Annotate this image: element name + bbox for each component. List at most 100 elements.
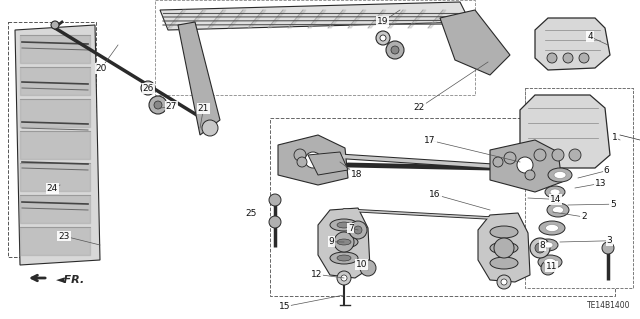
Circle shape (493, 157, 503, 167)
Ellipse shape (330, 236, 358, 248)
Text: 24: 24 (47, 184, 58, 193)
Text: 17: 17 (424, 136, 436, 145)
Polygon shape (440, 10, 510, 75)
Circle shape (337, 271, 351, 285)
Circle shape (51, 21, 59, 29)
Ellipse shape (538, 255, 562, 269)
Circle shape (145, 85, 151, 91)
Ellipse shape (548, 168, 572, 182)
Text: 8: 8 (540, 241, 545, 250)
Polygon shape (268, 10, 286, 28)
Polygon shape (520, 95, 610, 168)
Ellipse shape (490, 257, 518, 269)
Circle shape (341, 275, 347, 281)
Circle shape (269, 216, 281, 228)
Polygon shape (208, 10, 226, 28)
Circle shape (497, 275, 511, 289)
Text: 7: 7 (348, 224, 353, 233)
Circle shape (141, 81, 155, 95)
Circle shape (517, 157, 533, 173)
Polygon shape (308, 152, 348, 175)
Circle shape (501, 279, 507, 285)
Circle shape (602, 242, 614, 254)
Circle shape (376, 31, 390, 45)
Ellipse shape (545, 225, 559, 232)
Circle shape (547, 53, 557, 63)
Circle shape (391, 46, 399, 54)
Circle shape (349, 221, 367, 239)
Ellipse shape (554, 172, 566, 179)
Text: 20: 20 (95, 64, 107, 73)
Ellipse shape (330, 219, 358, 231)
Text: 26: 26 (143, 84, 154, 93)
Circle shape (154, 101, 162, 109)
Text: ◄FR.: ◄FR. (56, 275, 85, 285)
Text: 13: 13 (595, 179, 606, 188)
Ellipse shape (545, 186, 565, 198)
Bar (525, 88, 633, 288)
Circle shape (149, 96, 167, 114)
Polygon shape (248, 10, 266, 28)
Polygon shape (408, 10, 426, 28)
Circle shape (380, 35, 386, 41)
Text: 9: 9 (329, 237, 334, 246)
Text: 5: 5 (611, 200, 616, 209)
Text: 10: 10 (356, 260, 367, 269)
Text: 4: 4 (588, 32, 593, 41)
Text: 25: 25 (245, 209, 257, 218)
Polygon shape (278, 135, 348, 185)
Ellipse shape (337, 222, 351, 228)
Text: 3: 3 (607, 236, 612, 245)
Polygon shape (15, 25, 100, 265)
Circle shape (534, 149, 546, 161)
Text: 23: 23 (58, 232, 70, 241)
Polygon shape (168, 10, 186, 28)
Bar (525, 88, 633, 183)
Text: 21: 21 (198, 104, 209, 113)
Ellipse shape (544, 258, 556, 265)
Bar (155, 0, 475, 95)
Polygon shape (318, 208, 370, 278)
Ellipse shape (547, 203, 569, 217)
Ellipse shape (543, 242, 553, 248)
Ellipse shape (552, 206, 563, 213)
Bar (8, 22, 96, 257)
Circle shape (269, 194, 281, 206)
Circle shape (386, 41, 404, 59)
Ellipse shape (538, 239, 558, 251)
Circle shape (294, 149, 306, 161)
Polygon shape (228, 10, 246, 28)
Text: 12: 12 (311, 270, 323, 279)
Text: 27: 27 (166, 102, 177, 111)
Circle shape (552, 149, 564, 161)
Polygon shape (428, 10, 446, 28)
Polygon shape (328, 10, 346, 28)
Text: 1: 1 (612, 133, 617, 142)
Circle shape (569, 149, 581, 161)
Circle shape (354, 226, 362, 234)
Circle shape (202, 120, 218, 136)
Circle shape (563, 53, 573, 63)
Bar (270, 118, 615, 296)
Polygon shape (308, 10, 326, 28)
Text: 18: 18 (351, 170, 363, 179)
Circle shape (360, 260, 376, 276)
Circle shape (334, 232, 354, 252)
Text: 16: 16 (429, 190, 441, 199)
Text: 6: 6 (604, 166, 609, 175)
Polygon shape (178, 22, 220, 135)
Polygon shape (188, 10, 206, 28)
Circle shape (297, 157, 307, 167)
Text: 15: 15 (279, 302, 291, 311)
Text: 14: 14 (550, 195, 561, 204)
Ellipse shape (550, 189, 560, 195)
Ellipse shape (539, 221, 565, 235)
Polygon shape (368, 10, 386, 28)
Polygon shape (478, 213, 530, 282)
Text: 22: 22 (413, 103, 425, 112)
Text: 11: 11 (546, 262, 557, 271)
Circle shape (494, 238, 514, 258)
Ellipse shape (490, 226, 518, 238)
Text: 19: 19 (377, 17, 388, 26)
Ellipse shape (337, 255, 351, 261)
